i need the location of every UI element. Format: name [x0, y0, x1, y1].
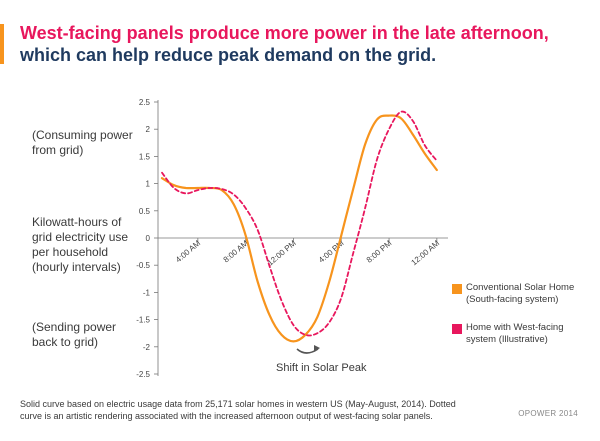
y-tick-label: 0: [146, 234, 151, 243]
legend-item-west: Home with West-facing system (Illustrati…: [452, 322, 596, 346]
x-tick-label: 8:00 AM: [222, 238, 251, 264]
y-axis-label: Kilowatt-hours of grid electricity use p…: [32, 215, 129, 274]
legend-swatch-south: [452, 284, 462, 294]
series-line-south: [160, 114, 438, 343]
y-tick-label: 0.5: [139, 207, 151, 216]
y-tick-label: -2: [143, 343, 151, 352]
x-tick-label: 4:00 PM: [317, 238, 346, 264]
title-accent-bar: [0, 24, 4, 64]
y-tick-label: 1: [146, 180, 151, 189]
legend-label-south: Conventional Solar Home (South-facing sy…: [466, 282, 575, 305]
y-tick-label: -2.5: [136, 370, 150, 379]
footnote: Solid curve based on electric usage data…: [20, 399, 456, 421]
y-tick-label: -0.5: [136, 261, 150, 270]
x-tick-label: 4:00 AM: [174, 238, 203, 264]
shift-arrow-head: [314, 345, 320, 352]
shift-annotation: Shift in Solar Peak: [276, 362, 367, 374]
y-tick-label: -1.5: [136, 316, 150, 325]
title-line-1: West-facing panels produce more power in…: [20, 23, 549, 43]
legend-item-south: Conventional Solar Home (South-facing sy…: [452, 282, 596, 306]
x-tick-label: 8:00 PM: [365, 238, 394, 264]
y-tick-label: -1: [143, 288, 151, 297]
chart-title: West-facing panels produce more power in…: [20, 22, 590, 66]
y-tick-label: 1.5: [139, 152, 151, 161]
x-tick-label: 12:00 PM: [266, 238, 298, 267]
legend-swatch-west: [452, 324, 462, 334]
y-tick-label: 2: [146, 125, 151, 134]
title-line-2: which can help reduce peak demand on the…: [20, 45, 437, 65]
credit: OPOWER 2014: [518, 409, 578, 418]
sending-label: (Sending power back to grid): [32, 320, 117, 349]
x-tick-label: 12:00 AM: [409, 238, 441, 267]
series-line-west: [161, 110, 438, 337]
legend-label-west: Home with West-facing system (Illustrati…: [466, 322, 564, 345]
y-tick-label: 2.5: [139, 98, 151, 107]
consuming-label: (Consuming power from grid): [32, 128, 133, 157]
